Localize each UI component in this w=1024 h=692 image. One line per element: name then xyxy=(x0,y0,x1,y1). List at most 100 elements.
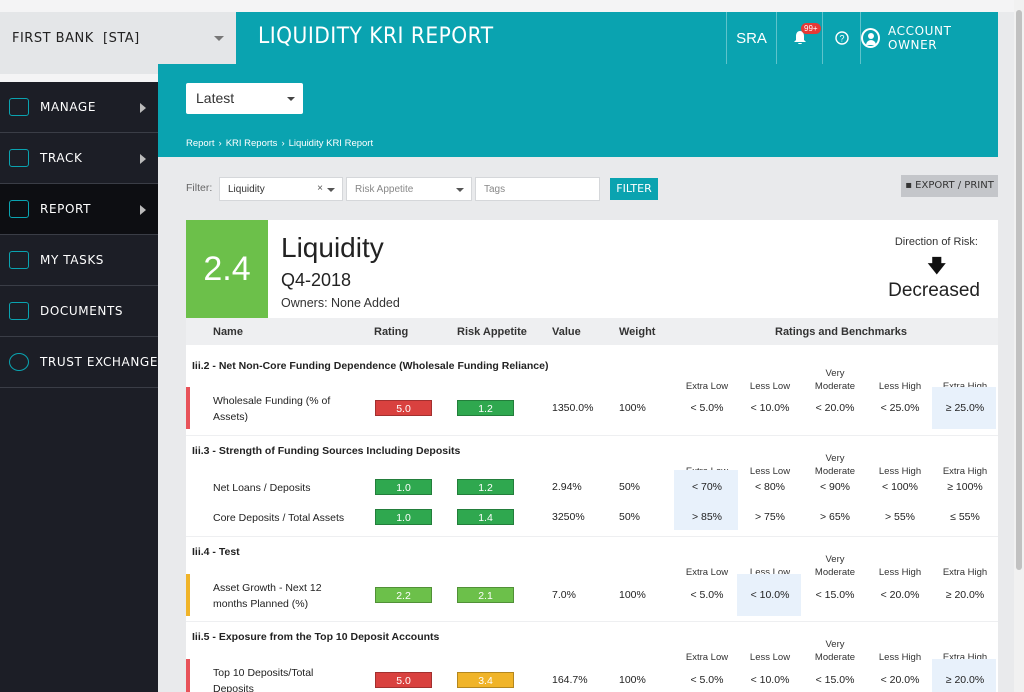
benchmark-cell: ≥ 20.0% xyxy=(945,589,985,601)
sidebar-item-documents[interactable]: DOCUMENTS xyxy=(0,286,158,337)
notifications-button[interactable]: 99+ xyxy=(776,12,822,64)
breadcrumb-separator: › xyxy=(218,138,222,149)
sidebar-item-label: TRACK xyxy=(40,151,83,165)
filter-button[interactable]: FILTER xyxy=(610,178,658,200)
owners: Owners: None Added xyxy=(281,296,400,310)
benchmark-level-line: Extra High xyxy=(942,567,988,578)
chevron-right-icon xyxy=(140,103,146,113)
kri-value: 7.0% xyxy=(552,589,576,601)
export-label: EXPORT / PRINT xyxy=(915,180,994,191)
sidebar-item-trust-exchange[interactable]: TRUST EXCHANGE xyxy=(0,337,158,388)
chart-icon xyxy=(9,200,29,218)
rating-pill: 1.0 xyxy=(375,509,432,525)
benchmark-level-line: Moderate xyxy=(814,567,856,578)
sidebar-item-label: MY TASKS xyxy=(40,253,105,267)
benchmark-cell: ≤ 55% xyxy=(950,511,980,523)
export-print-button[interactable]: ▪ EXPORT / PRINT xyxy=(901,175,998,197)
kri-name[interactable]: Asset Growth - Next 12 months Planned (%… xyxy=(213,582,322,610)
category-filter[interactable]: Liquidity × xyxy=(219,177,343,201)
kri-name[interactable]: Core Deposits / Total Assets xyxy=(213,512,345,524)
breadcrumb-report[interactable]: Report xyxy=(186,138,215,149)
clear-icon[interactable]: × xyxy=(317,183,323,194)
benchmark-cell: < 20.0% xyxy=(880,589,920,601)
account-label: ACCOUNT OWNER xyxy=(888,24,952,52)
header-actions: SRA 99+ ? ACCOUNT OWNER xyxy=(726,12,998,64)
kri-value: 3250% xyxy=(552,511,585,523)
benchmark-level-header: Extra High xyxy=(934,380,996,393)
col-name: Name xyxy=(213,326,243,338)
sidebar-item-label: DOCUMENTS xyxy=(40,304,124,318)
bank-selector[interactable]: FIRST BANK [STA] xyxy=(0,12,236,64)
account-menu[interactable]: ACCOUNT OWNER xyxy=(860,12,998,64)
benchmark-level-line: Less High xyxy=(878,466,922,477)
risk-appetite-pill: 1.2 xyxy=(457,479,514,495)
benchmark-level-line: Extra Low xyxy=(685,652,729,663)
benchmark-level-line: Extra Low xyxy=(685,567,729,578)
benchmark-level-line: Moderate xyxy=(814,652,856,663)
table-header: Name Rating Risk Appetite Value Weight R… xyxy=(186,318,998,345)
benchmark-highlight xyxy=(932,387,996,429)
bank-label: FIRST BANK [STA] xyxy=(12,30,140,46)
benchmark-level-header: Less High xyxy=(869,566,931,579)
benchmark-highlight xyxy=(737,574,801,616)
sra-button[interactable]: SRA xyxy=(726,12,776,64)
date-select[interactable]: Latest xyxy=(186,83,303,114)
col-value: Value xyxy=(552,326,581,338)
category-filter-value: Liquidity xyxy=(228,184,265,195)
sidebar: MANAGE TRACK REPORT MY TASKS DOCUMENTS T… xyxy=(0,82,158,692)
sidebar-item-label: TRUST EXCHANGE xyxy=(40,355,159,369)
breadcrumb-current: Liquidity KRI Report xyxy=(288,138,374,149)
risk-appetite-pill: 3.4 xyxy=(457,672,514,688)
benchmark-level-line: Less High xyxy=(878,652,922,663)
benchmark-cell: < 5.0% xyxy=(690,674,724,686)
kri-name[interactable]: Top 10 Deposits/Total Deposits xyxy=(213,667,314,692)
notification-badge: 99+ xyxy=(801,23,821,34)
direction-value: Decreased xyxy=(888,280,980,301)
benchmark-level-line: Less High xyxy=(878,381,922,392)
benchmark-level-header: Extra Low xyxy=(676,651,738,664)
benchmark-highlight xyxy=(932,659,996,692)
sidebar-item-report[interactable]: REPORT xyxy=(0,184,158,235)
kri-value: 164.7% xyxy=(552,674,588,686)
arrow-down-icon: 🡇 xyxy=(927,256,946,276)
sidebar-item-my-tasks[interactable]: MY TASKS xyxy=(0,235,158,286)
sidebar-item-label: MANAGE xyxy=(40,100,97,114)
benchmark-level-header: Less Low xyxy=(739,465,801,478)
scrollbar[interactable] xyxy=(1014,0,1024,692)
benchmark-cell: < 90% xyxy=(819,481,851,493)
benchmark-level-line: Less High xyxy=(878,567,922,578)
filter-label: Filter: xyxy=(186,182,213,194)
help-button[interactable]: ? xyxy=(822,12,860,64)
benchmark-level-line: Moderate xyxy=(814,381,856,392)
benchmark-level-line: Very xyxy=(825,639,845,650)
direction-label: Direction of Risk: xyxy=(894,236,978,248)
benchmark-cell: > 75% xyxy=(754,511,786,523)
kri-name[interactable]: Net Loans / Deposits xyxy=(213,482,311,494)
benchmark-level-header: Less Low xyxy=(739,380,801,393)
benchmark-level-header: Extra Low xyxy=(676,380,738,393)
kri-name[interactable]: Wholesale Funding (% of Assets) xyxy=(213,395,331,423)
exchange-icon xyxy=(9,353,29,371)
kri-value: 2.94% xyxy=(552,481,582,493)
benchmark-level-header: Very Moderate xyxy=(804,553,866,579)
chevron-down-icon xyxy=(327,188,335,192)
sidebar-item-manage[interactable]: MANAGE xyxy=(0,82,158,133)
benchmark-cell: < 10.0% xyxy=(750,402,790,414)
tags-input[interactable]: Tags xyxy=(475,177,600,201)
benchmark-level-line: Extra High xyxy=(942,466,988,477)
sidebar-item-track[interactable]: TRACK xyxy=(0,133,158,184)
sidebar-item-label: REPORT xyxy=(40,202,91,216)
risk-appetite-filter[interactable]: Risk Appetite xyxy=(346,177,472,201)
risk-indicator-bar xyxy=(186,387,190,429)
rating-pill: 5.0 xyxy=(375,400,432,416)
user-avatar-icon xyxy=(861,28,881,48)
risk-appetite-pill: 1.4 xyxy=(457,509,514,525)
tags-placeholder: Tags xyxy=(484,184,506,195)
chevron-down-icon xyxy=(287,97,295,101)
benchmark-level-line: Extra Low xyxy=(685,381,729,392)
scrollbar-thumb[interactable] xyxy=(1016,10,1022,570)
breadcrumb-kri-reports[interactable]: KRI Reports xyxy=(225,138,278,149)
benchmark-level-header: Very Moderate xyxy=(804,367,866,393)
kri-weight: 50% xyxy=(619,481,641,493)
rating-pill: 5.0 xyxy=(375,672,432,688)
